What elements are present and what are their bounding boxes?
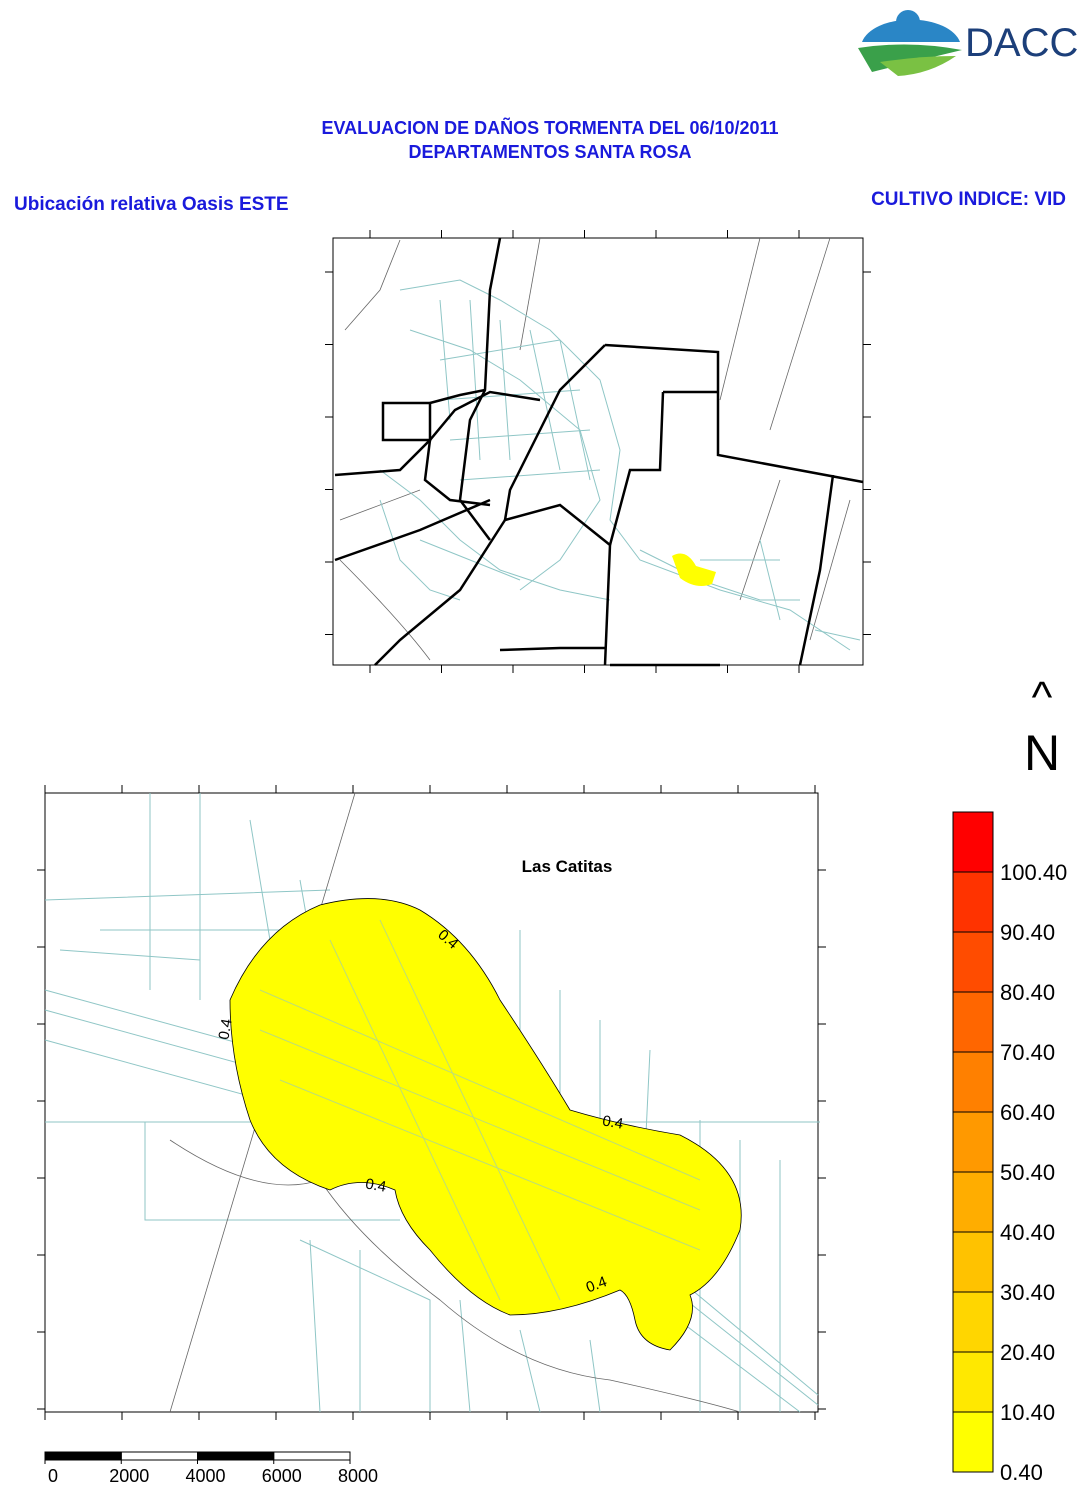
legend-band xyxy=(952,1111,994,1173)
legend-band xyxy=(952,1231,994,1293)
title: EVALUACION DE DAÑOS TORMENTA DEL 06/10/2… xyxy=(321,117,778,138)
legend-band xyxy=(952,811,994,873)
inset-map xyxy=(332,237,864,667)
scale-label: 6000 xyxy=(262,1466,302,1486)
legend-label: 40.40 xyxy=(1000,1220,1055,1245)
legend-label: 70.40 xyxy=(1000,1040,1055,1065)
logo-field xyxy=(858,44,962,72)
north-label: N xyxy=(1024,725,1060,781)
legend-label: 100.40 xyxy=(1000,860,1067,885)
inset-boundaries xyxy=(334,237,864,667)
logo: DACC xyxy=(858,10,1078,76)
legend-band xyxy=(952,931,994,993)
legend-band xyxy=(952,1171,994,1233)
right-caption: CULTIVO INDICE: VID xyxy=(871,189,1066,210)
legend-band xyxy=(952,991,994,1053)
main-map: Las Catitas 0.40.40.40.40.4 xyxy=(37,230,871,1420)
river xyxy=(169,1139,741,1413)
contour-label: 0.4 xyxy=(584,1273,609,1296)
inset-roads xyxy=(339,237,851,661)
logo-text: DACC xyxy=(965,21,1078,65)
legend-band xyxy=(952,1351,994,1413)
inset-damage-area xyxy=(672,553,716,586)
legend-band xyxy=(952,1411,994,1473)
north-arrow: ^ xyxy=(1032,673,1053,722)
scale-label: 0 xyxy=(48,1466,58,1486)
inset-parcels xyxy=(379,279,861,651)
parcels-overlay xyxy=(259,919,701,1301)
legend-label: 10.40 xyxy=(1000,1400,1055,1425)
left-caption: Ubicación relativa Oasis ESTE xyxy=(14,194,289,215)
legend-label: 90.40 xyxy=(1000,920,1055,945)
scale-segment xyxy=(44,1451,122,1461)
inset-frame xyxy=(332,237,864,666)
legend-label: 60.40 xyxy=(1000,1100,1055,1125)
legend-label: 50.40 xyxy=(1000,1160,1055,1185)
place-label: Las Catitas xyxy=(522,857,613,876)
scale-segment xyxy=(197,1451,275,1461)
scale-segment xyxy=(120,1451,198,1461)
legend-band xyxy=(952,1051,994,1113)
subtitle: DEPARTAMENTOS SANTA ROSA xyxy=(408,142,691,162)
contour-label: 0.4 xyxy=(601,1112,624,1132)
legend-band xyxy=(952,871,994,933)
legend-label: 30.40 xyxy=(1000,1280,1055,1305)
scale-label: 8000 xyxy=(338,1466,378,1486)
scale-label: 2000 xyxy=(109,1466,149,1486)
legend-label: 20.40 xyxy=(1000,1340,1055,1365)
scale-label: 4000 xyxy=(185,1466,225,1486)
legend-label: 80.40 xyxy=(1000,980,1055,1005)
damage-area xyxy=(229,898,742,1351)
logo-sun xyxy=(896,10,920,34)
contour-label: 0.4 xyxy=(364,1175,387,1195)
logo-field xyxy=(880,56,956,76)
legend-label: 0.40 xyxy=(1000,1460,1043,1485)
legend-band xyxy=(952,1291,994,1353)
contour-label: 0.4 xyxy=(215,1017,235,1040)
scale-segment xyxy=(273,1451,351,1461)
